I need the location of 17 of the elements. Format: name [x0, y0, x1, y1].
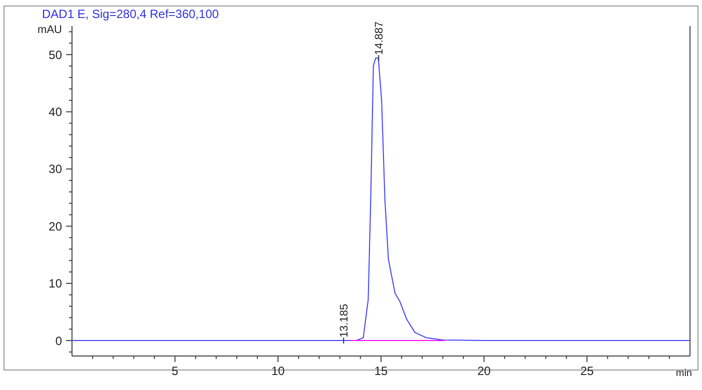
x-tick-label: 20: [477, 364, 491, 378]
line-series: [72, 58, 690, 342]
annotation: 13.185: [338, 304, 351, 338]
y-tick-label: 50: [48, 48, 62, 62]
y-tick-label: 0: [55, 334, 62, 348]
x-tick-label: 5: [172, 364, 179, 378]
y-tick-label: 20: [48, 219, 62, 234]
annotation: 14.887: [374, 21, 386, 56]
chart-title: DAD1 E, Sig=280,4 Ref=360,100: [42, 7, 220, 21]
x-axis-title: min: [676, 368, 692, 379]
x-tick-label: 25: [580, 364, 594, 378]
y-tick-label: 30: [48, 162, 62, 176]
x-tick-label: 10: [271, 364, 285, 378]
x-tick-label: 15: [374, 364, 388, 378]
y-tick-label: 40: [48, 104, 62, 119]
y-axis-title: mAU: [38, 24, 62, 36]
y-tick-label: 10: [48, 276, 62, 291]
